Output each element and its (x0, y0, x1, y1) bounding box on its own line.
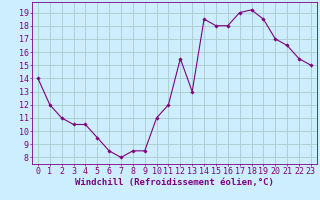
X-axis label: Windchill (Refroidissement éolien,°C): Windchill (Refroidissement éolien,°C) (75, 178, 274, 187)
